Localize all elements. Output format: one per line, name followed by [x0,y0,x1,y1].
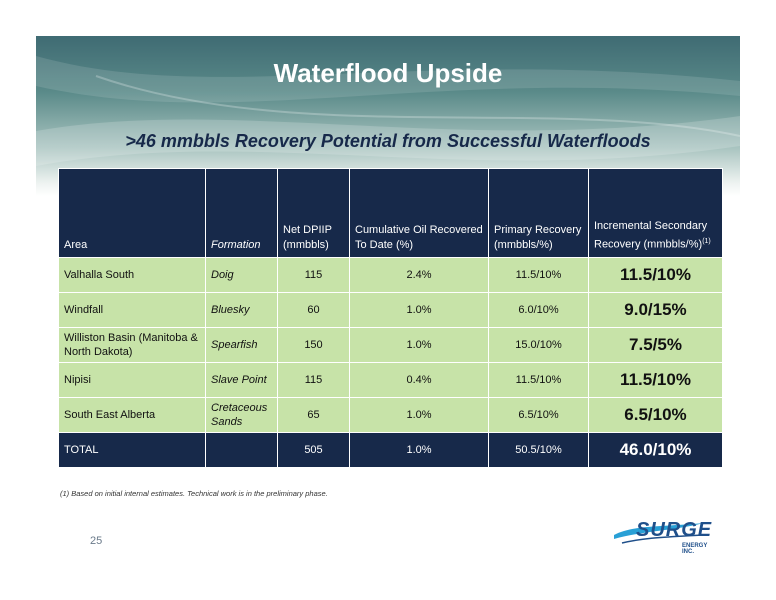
cell-net-dpiip: 60 [277,292,350,328]
total-formation [205,432,278,468]
header-incremental: Incremental Secondary Recovery (mmbbls/%… [588,168,723,258]
total-primary: 50.5/10% [488,432,589,468]
cell-cumulative: 1.0% [349,327,489,363]
cell-area: South East Alberta [58,397,206,433]
cell-primary: 11.5/10% [488,257,589,293]
cell-primary: 15.0/10% [488,327,589,363]
cell-net-dpiip: 115 [277,362,350,398]
slide-subtitle: >46 mmbbls Recovery Potential from Succe… [125,131,651,151]
cell-cumulative: 1.0% [349,397,489,433]
cell-formation: Spearfish [205,327,278,363]
cell-formation: Doig [205,257,278,293]
cell-cumulative: 1.0% [349,292,489,328]
total-incremental: 46.0/10% [588,432,723,468]
cell-net-dpiip: 150 [277,327,350,363]
cell-cumulative: 2.4% [349,257,489,293]
logo-swoosh-icon [614,523,704,544]
total-area: TOTAL [58,432,206,468]
cell-formation: Cretaceous Sands [205,397,278,433]
cell-net-dpiip: 115 [277,257,350,293]
cell-net-dpiip: 65 [277,397,350,433]
table-row: Williston Basin (Manitoba & North Dakota… [58,327,723,363]
header-net-dpiip: Net DPIIP (mmbbls) [277,168,350,258]
table-row: Nipisi Slave Point 115 0.4% 11.5/10% 11.… [58,362,723,398]
cell-formation: Slave Point [205,362,278,398]
cell-area: Nipisi [58,362,206,398]
header-incremental-label: Incremental Secondary Recovery (mmbbls/%… [594,220,708,251]
table-row: Valhalla South Doig 115 2.4% 11.5/10% 11… [58,257,723,293]
cell-incremental: 7.5/5% [588,327,723,363]
cell-area: Williston Basin (Manitoba & North Dakota… [58,327,206,363]
header-incremental-note: (1) [702,238,711,246]
total-net-dpiip: 505 [277,432,350,468]
cell-primary: 11.5/10% [488,362,589,398]
cell-incremental: 6.5/10% [588,397,723,433]
cell-incremental: 9.0/15% [588,292,723,328]
total-cumulative: 1.0% [349,432,489,468]
cell-primary: 6.0/10% [488,292,589,328]
banner-swoosh [36,56,740,166]
header-primary: Primary Recovery (mmbbls/%) [488,168,589,258]
table-total-row: TOTAL 505 1.0% 50.5/10% 46.0/10% [58,432,723,468]
waterflood-table: Area Formation Net DPIIP (mmbbls) Cumula… [58,168,723,468]
table-header-row: Area Formation Net DPIIP (mmbbls) Cumula… [58,168,723,258]
header-cumulative: Cumulative Oil Recovered To Date (%) [349,168,489,258]
cell-cumulative: 0.4% [349,362,489,398]
page-number: 25 [90,535,103,547]
cell-formation: Bluesky [205,292,278,328]
table-row: South East Alberta Cretaceous Sands 65 1… [58,397,723,433]
header-formation: Formation [205,168,278,258]
cell-area: Windfall [58,292,206,328]
table-row: Windfall Bluesky 60 1.0% 6.0/10% 9.0/15% [58,292,723,328]
cell-incremental: 11.5/10% [588,362,723,398]
logo-subtext: ENERGY INC. [682,543,708,555]
cell-area: Valhalla South [58,257,206,293]
slide-title: Waterflood Upside [273,58,503,88]
surge-energy-logo: SURGE ENERGY INC. [612,515,716,555]
cell-incremental: 11.5/10% [588,257,723,293]
header-area: Area [58,168,206,258]
logo-text: SURGE [636,519,713,541]
footnote: (1) Based on initial internal estimates.… [60,489,328,498]
cell-primary: 6.5/10% [488,397,589,433]
